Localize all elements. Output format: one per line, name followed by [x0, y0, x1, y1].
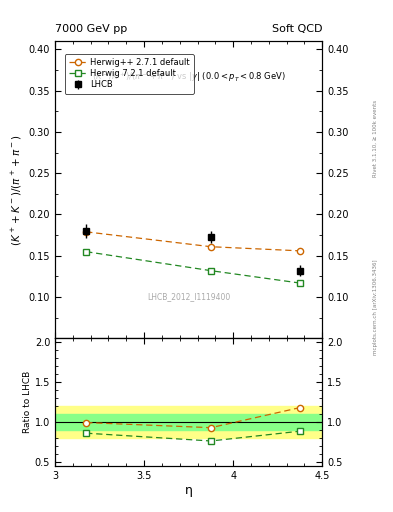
Herwig 7.2.1 default [84, 249, 88, 255]
Herwig 7.2.1 default [298, 280, 302, 286]
Text: Soft QCD: Soft QCD [272, 24, 322, 33]
Herwig++ 2.7.1 default [298, 248, 302, 254]
Text: LHCB_2012_I1119400: LHCB_2012_I1119400 [147, 292, 230, 301]
Herwig++ 2.7.1 default [209, 244, 213, 250]
Line: Herwig 7.2.1 default: Herwig 7.2.1 default [83, 248, 303, 286]
X-axis label: η: η [185, 483, 193, 497]
Text: 7000 GeV pp: 7000 GeV pp [55, 24, 127, 33]
Y-axis label: $(K^+ + K^-)/(\pi^+ + \pi^-)$: $(K^+ + K^-)/(\pi^+ + \pi^-)$ [10, 134, 24, 246]
Herwig++ 2.7.1 default [84, 229, 88, 235]
Bar [55, 414, 322, 430]
Bar [55, 406, 322, 438]
Text: Rivet 3.1.10, ≥ 100k events: Rivet 3.1.10, ≥ 100k events [373, 100, 378, 177]
Text: $(K^-/K^+)/(\pi^-+\pi^+)$ vs $|y|$ $(0.0 < p_T < 0.8$ GeV$)$: $(K^-/K^+)/(\pi^-+\pi^+)$ vs $|y|$ $(0.0… [92, 70, 286, 83]
Y-axis label: Ratio to LHCB: Ratio to LHCB [23, 371, 32, 433]
Text: mcplots.cern.ch [arXiv:1306.3436]: mcplots.cern.ch [arXiv:1306.3436] [373, 260, 378, 355]
Herwig 7.2.1 default [209, 268, 213, 274]
Legend: Herwig++ 2.7.1 default, Herwig 7.2.1 default, LHCB: Herwig++ 2.7.1 default, Herwig 7.2.1 def… [64, 54, 194, 94]
Line: Herwig++ 2.7.1 default: Herwig++ 2.7.1 default [83, 229, 303, 254]
